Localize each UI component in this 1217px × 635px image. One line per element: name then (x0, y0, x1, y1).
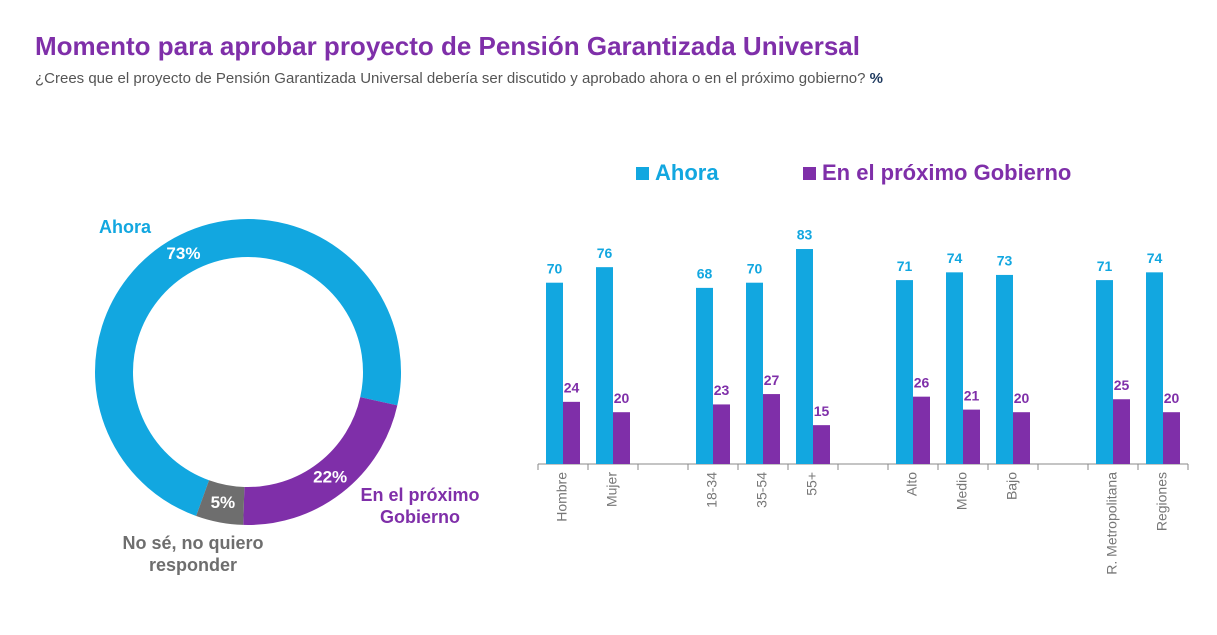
x-tick-label: Bajo (1004, 472, 1020, 500)
bar (1146, 272, 1163, 464)
bar (963, 409, 980, 464)
donut-value-label: 73% (166, 244, 200, 263)
bar-value-label: 23 (714, 382, 730, 398)
x-tick-label: 18-34 (704, 472, 720, 508)
bar (546, 282, 563, 464)
bar-value-label: 70 (547, 260, 563, 276)
bar (946, 272, 963, 464)
bar (713, 404, 730, 464)
x-tick-label: 55+ (804, 472, 820, 496)
bar (613, 412, 630, 464)
legend-label: En el próximo Gobierno (822, 160, 1071, 185)
bar (1113, 399, 1130, 464)
donut-segment (95, 219, 401, 516)
x-tick-label: 35-54 (754, 472, 770, 508)
bar (596, 267, 613, 464)
bar-value-label: 68 (697, 266, 713, 282)
donut-value-label: 5% (211, 493, 236, 512)
bar (813, 425, 830, 464)
bar-value-label: 70 (747, 260, 763, 276)
title: Momento para aprobar proyecto de Pensión… (35, 31, 860, 61)
x-tick-label: Medio (954, 472, 970, 510)
donut-category-label: Ahora (98, 217, 151, 237)
unit: % (870, 70, 883, 87)
bar-value-label: 71 (1097, 258, 1113, 274)
x-tick-label: Regiones (1154, 472, 1170, 531)
bar-value-label: 20 (1014, 390, 1030, 406)
legend-label: Ahora (655, 160, 719, 185)
bar-value-label: 20 (614, 390, 630, 406)
bar-value-label: 74 (947, 250, 963, 266)
legend-swatch (636, 167, 649, 180)
x-tick-label: Alto (904, 472, 920, 496)
bar (1163, 412, 1180, 464)
bar-value-label: 24 (564, 380, 580, 396)
bar (1013, 412, 1030, 464)
bar (796, 249, 813, 464)
donut-segment (243, 396, 398, 525)
bar-value-label: 27 (764, 372, 780, 388)
bar (913, 396, 930, 464)
bar (896, 280, 913, 464)
donut-category-label: En el próximo Gobierno (360, 485, 480, 527)
donut-segment (196, 480, 245, 525)
bar-value-label: 15 (814, 403, 830, 419)
bar-value-label: 74 (1147, 250, 1163, 266)
bar-value-label: 76 (597, 245, 613, 261)
bar-value-label: 20 (1164, 390, 1180, 406)
legend-swatch (803, 167, 816, 180)
bar-value-label: 83 (797, 227, 813, 243)
x-tick-label: Hombre (554, 472, 570, 522)
bar (746, 282, 763, 464)
bar (563, 401, 580, 464)
bar (1096, 280, 1113, 464)
x-tick-label: Mujer (604, 472, 620, 507)
bar (696, 287, 713, 464)
subtitle: ¿Crees que el proyecto de Pensión Garant… (35, 70, 883, 87)
subtitle-text: ¿Crees que el proyecto de Pensión Garant… (35, 70, 866, 87)
donut-value-label: 22% (313, 467, 347, 486)
bar (763, 394, 780, 464)
bar-value-label: 26 (914, 374, 930, 390)
donut-category-label: No sé, no quiero responder (122, 533, 264, 575)
bar-value-label: 21 (964, 387, 980, 403)
bar-value-label: 71 (897, 258, 913, 274)
bar-value-label: 25 (1114, 377, 1130, 393)
bar (996, 274, 1013, 464)
bar-value-label: 73 (997, 253, 1013, 269)
x-tick-label: R. Metropolitana (1104, 472, 1120, 575)
